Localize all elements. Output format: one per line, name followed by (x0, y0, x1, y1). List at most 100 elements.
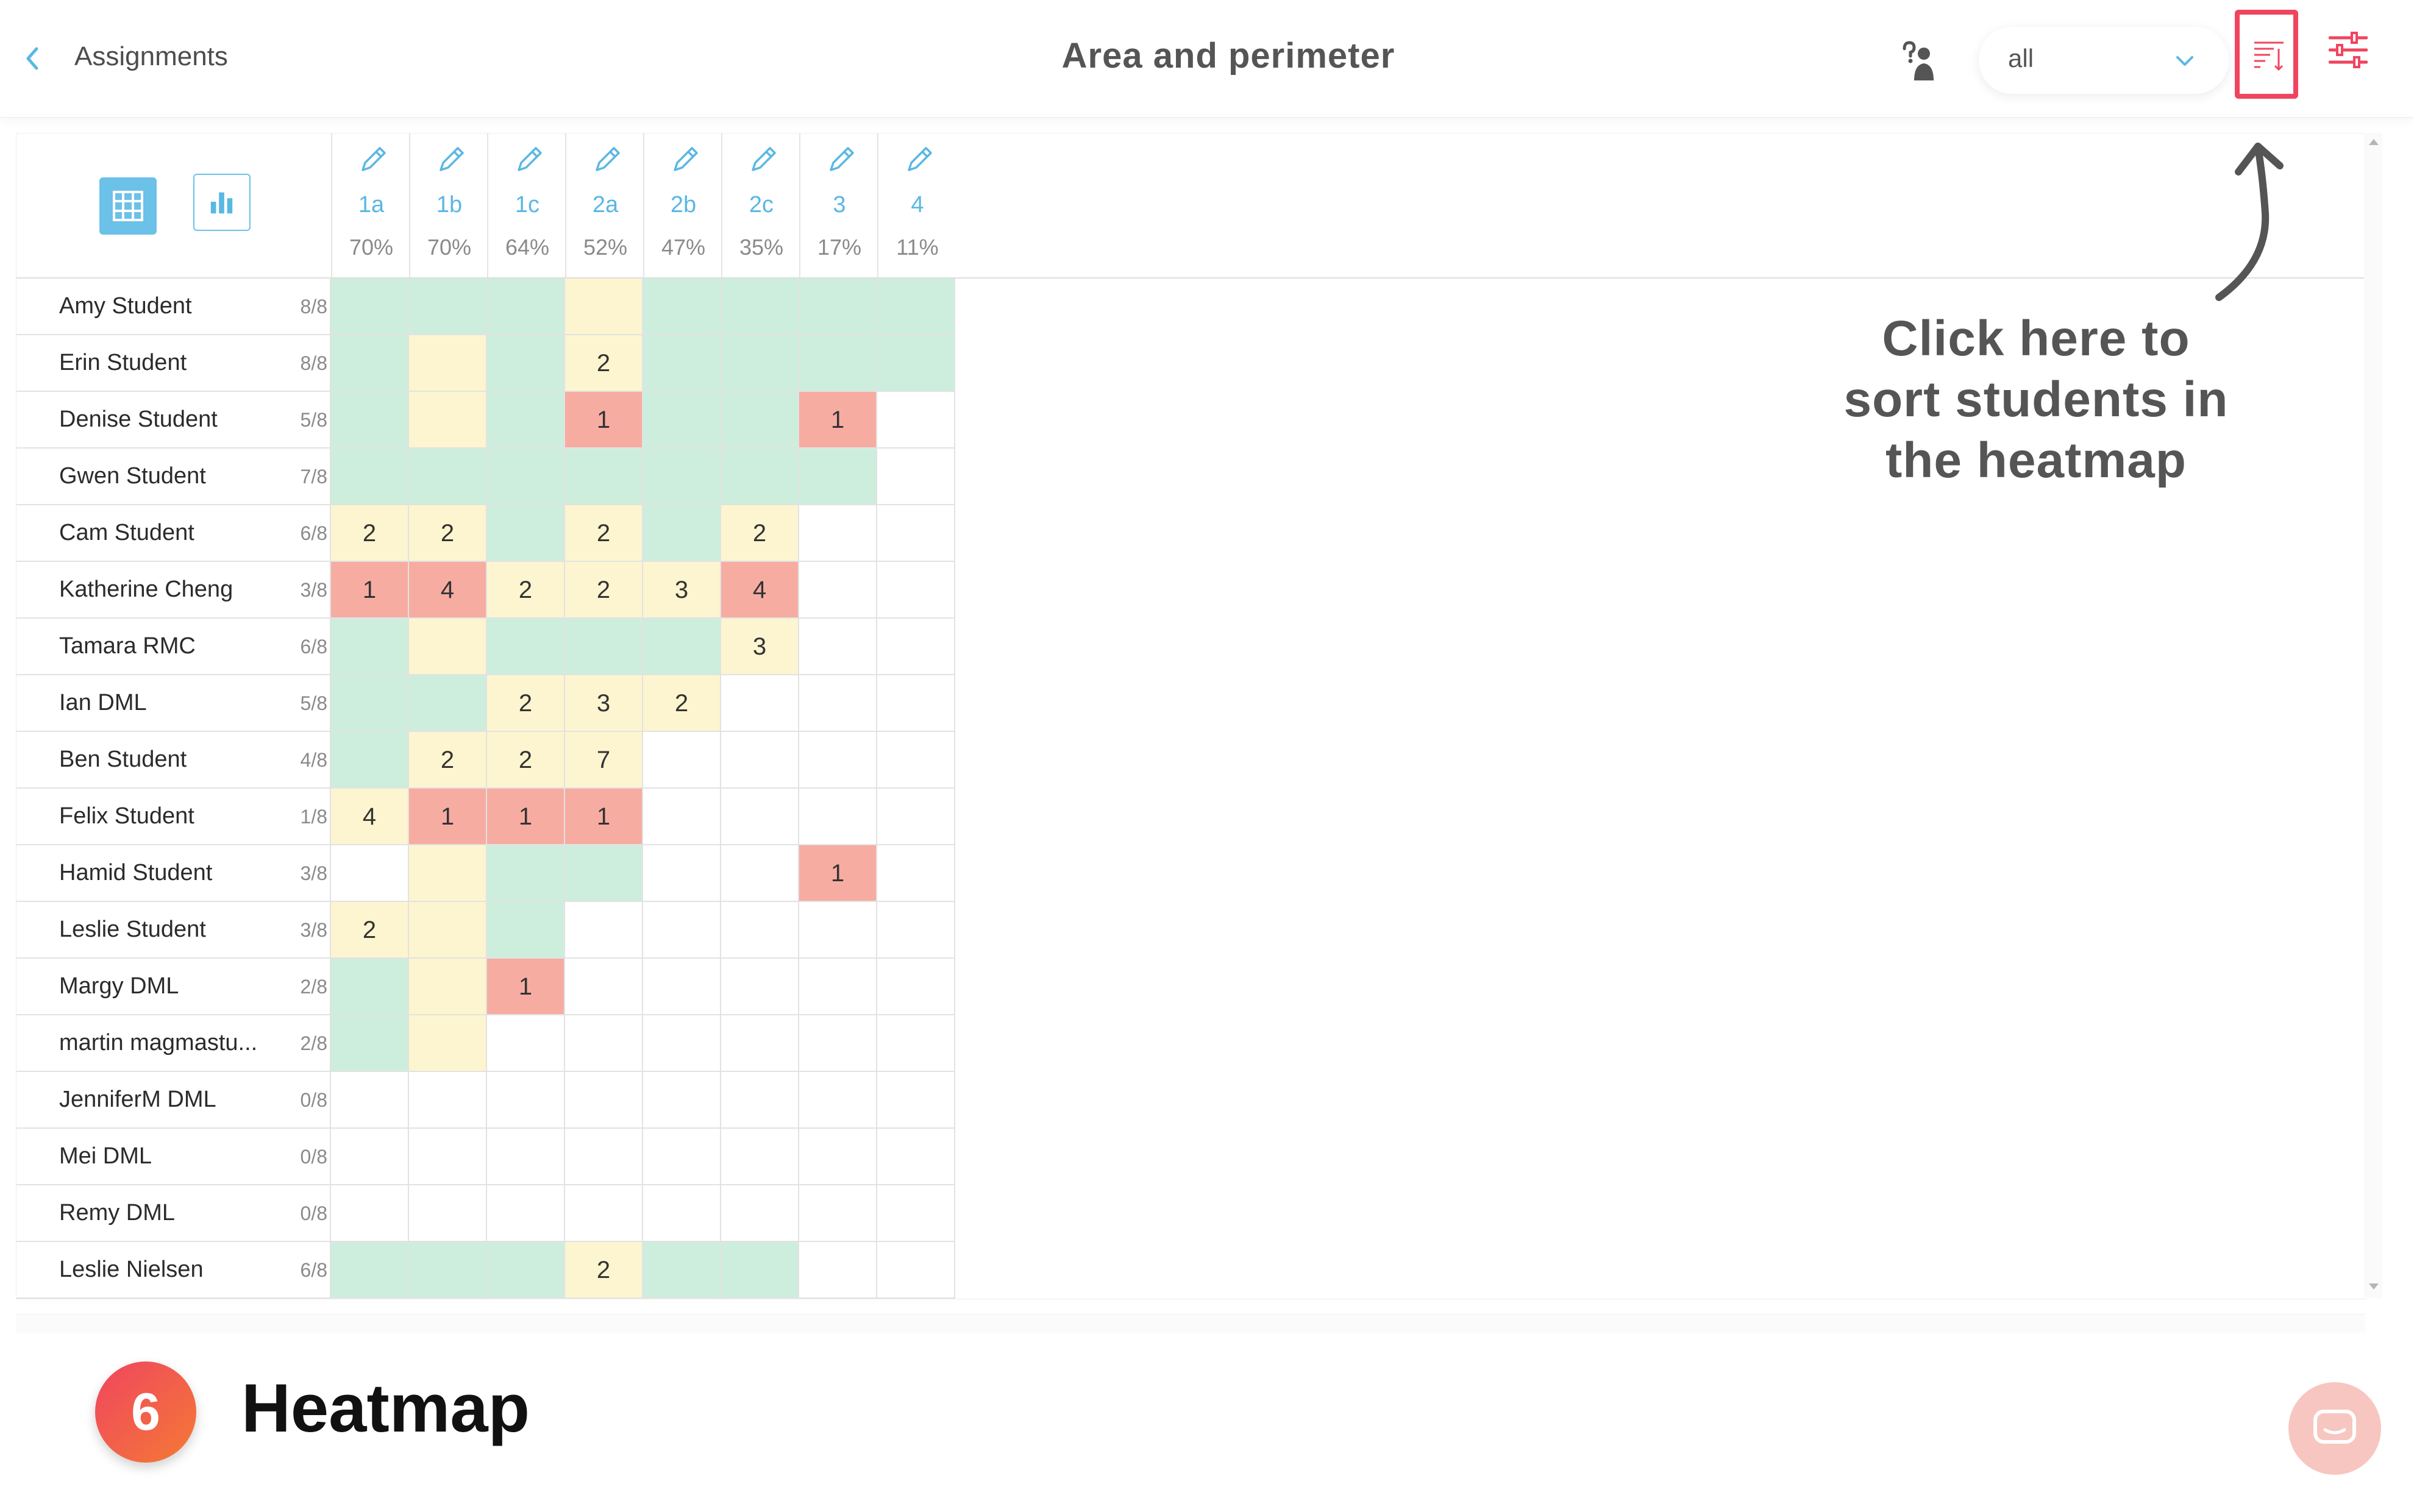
heatmap-cell[interactable]: 1 (565, 392, 643, 449)
heatmap-cell[interactable]: 2 (409, 505, 487, 562)
heatmap-cell[interactable] (565, 959, 643, 1015)
heatmap-cell[interactable]: 1 (409, 789, 487, 845)
question-column-header[interactable]: 1c 64% (487, 133, 566, 277)
student-name[interactable]: martin magmastu... (59, 1030, 258, 1056)
question-column-header[interactable]: 2b 47% (643, 133, 722, 277)
student-name[interactable]: Ian DML (59, 690, 147, 715)
chat-support-button[interactable] (2288, 1382, 2381, 1475)
heatmap-cell[interactable] (643, 902, 721, 959)
student-name[interactable]: JenniferM DML (59, 1087, 216, 1112)
heatmap-cell[interactable] (409, 902, 487, 959)
heatmap-cell[interactable] (487, 279, 565, 335)
heatmap-cell[interactable] (799, 505, 877, 562)
heatmap-cell[interactable] (331, 1185, 409, 1242)
heatmap-cell[interactable] (643, 1129, 721, 1185)
heatmap-cell[interactable] (877, 562, 955, 619)
heatmap-cell[interactable] (877, 845, 955, 902)
heatmap-cell[interactable] (409, 1242, 487, 1299)
heatmap-cell[interactable]: 2 (643, 675, 721, 732)
student-name[interactable]: Denise Student (59, 406, 218, 432)
question-column-header[interactable]: 1a 70% (331, 133, 410, 277)
heatmap-cell[interactable]: 1 (487, 789, 565, 845)
heatmap-cell[interactable] (799, 562, 877, 619)
heatmap-cell[interactable]: 1 (799, 845, 877, 902)
student-name[interactable]: Cam Student (59, 520, 194, 545)
heatmap-cell[interactable]: 3 (643, 562, 721, 619)
heatmap-cell[interactable] (799, 449, 877, 505)
heatmap-cell[interactable] (409, 449, 487, 505)
heatmap-cell[interactable] (643, 335, 721, 392)
heatmap-cell[interactable] (487, 619, 565, 675)
heatmap-cell[interactable]: 4 (721, 562, 799, 619)
scroll-down-arrow-icon[interactable] (2369, 1283, 2379, 1290)
heatmap-cell[interactable]: 2 (565, 1242, 643, 1299)
heatmap-cell[interactable] (721, 392, 799, 449)
heatmap-cell[interactable]: 3 (721, 619, 799, 675)
heatmap-cell[interactable]: 2 (409, 732, 487, 789)
heatmap-cell[interactable] (721, 279, 799, 335)
heatmap-cell[interactable] (877, 392, 955, 449)
heatmap-cell[interactable] (643, 732, 721, 789)
heatmap-cell[interactable] (331, 845, 409, 902)
heatmap-cell[interactable] (487, 505, 565, 562)
sliders-icon[interactable] (2329, 32, 2368, 68)
heatmap-cell[interactable] (409, 675, 487, 732)
heatmap-cell[interactable] (877, 1129, 955, 1185)
heatmap-cell[interactable] (721, 1242, 799, 1299)
heatmap-cell[interactable] (877, 335, 955, 392)
heatmap-cell[interactable] (877, 675, 955, 732)
question-column-header[interactable]: 2a 52% (565, 133, 644, 277)
heatmap-cell[interactable] (409, 845, 487, 902)
heatmap-cell[interactable] (409, 1129, 487, 1185)
chevron-left-icon[interactable] (20, 40, 44, 77)
heatmap-cell[interactable] (565, 902, 643, 959)
heatmap-cell[interactable] (721, 449, 799, 505)
heatmap-cell[interactable] (799, 902, 877, 959)
question-column-header[interactable]: 3 17% (799, 133, 878, 277)
heatmap-cell[interactable] (799, 675, 877, 732)
heatmap-cell[interactable] (643, 449, 721, 505)
heatmap-cell[interactable] (799, 789, 877, 845)
heatmap-cell[interactable] (799, 1185, 877, 1242)
question-column-header[interactable]: 4 11% (877, 133, 956, 277)
student-name[interactable]: Felix Student (59, 803, 194, 829)
student-name[interactable]: Amy Student (59, 293, 192, 319)
heatmap-cell[interactable]: 1 (565, 789, 643, 845)
vertical-scrollbar[interactable] (2364, 133, 2382, 1298)
heatmap-cell[interactable] (877, 619, 955, 675)
heatmap-cell[interactable] (877, 279, 955, 335)
horizontal-scrollbar[interactable] (16, 1314, 2365, 1333)
heatmap-cell[interactable] (799, 1072, 877, 1129)
heatmap-cell[interactable] (487, 1072, 565, 1129)
heatmap-cell[interactable] (643, 1185, 721, 1242)
heatmap-cell[interactable] (877, 1015, 955, 1072)
heatmap-cell[interactable]: 2 (565, 505, 643, 562)
heatmap-cell[interactable] (409, 1185, 487, 1242)
heatmap-cell[interactable] (799, 1129, 877, 1185)
heatmap-cell[interactable] (877, 1072, 955, 1129)
heatmap-cell[interactable] (721, 1185, 799, 1242)
question-column-header[interactable]: 2c 35% (721, 133, 800, 277)
heatmap-cell[interactable] (487, 335, 565, 392)
heatmap-cell[interactable] (721, 959, 799, 1015)
heatmap-cell[interactable] (565, 845, 643, 902)
heatmap-cell[interactable] (487, 449, 565, 505)
heatmap-cell[interactable] (565, 1015, 643, 1072)
sort-students-button[interactable] (2235, 10, 2298, 99)
heatmap-cell[interactable] (721, 789, 799, 845)
heatmap-cell[interactable] (331, 959, 409, 1015)
heatmap-cell[interactable] (721, 902, 799, 959)
heatmap-cell[interactable] (721, 1129, 799, 1185)
heatmap-cell[interactable]: 2 (721, 505, 799, 562)
heatmap-cell[interactable] (565, 1129, 643, 1185)
heatmap-cell[interactable] (409, 335, 487, 392)
heatmap-cell[interactable] (643, 279, 721, 335)
heatmap-cell[interactable] (799, 1015, 877, 1072)
heatmap-cell[interactable] (643, 959, 721, 1015)
heatmap-cell[interactable] (331, 1015, 409, 1072)
heatmap-cell[interactable] (487, 845, 565, 902)
heatmap-cell[interactable] (409, 1072, 487, 1129)
heatmap-cell[interactable]: 7 (565, 732, 643, 789)
heatmap-view-button[interactable] (99, 177, 157, 235)
heatmap-cell[interactable] (487, 1242, 565, 1299)
